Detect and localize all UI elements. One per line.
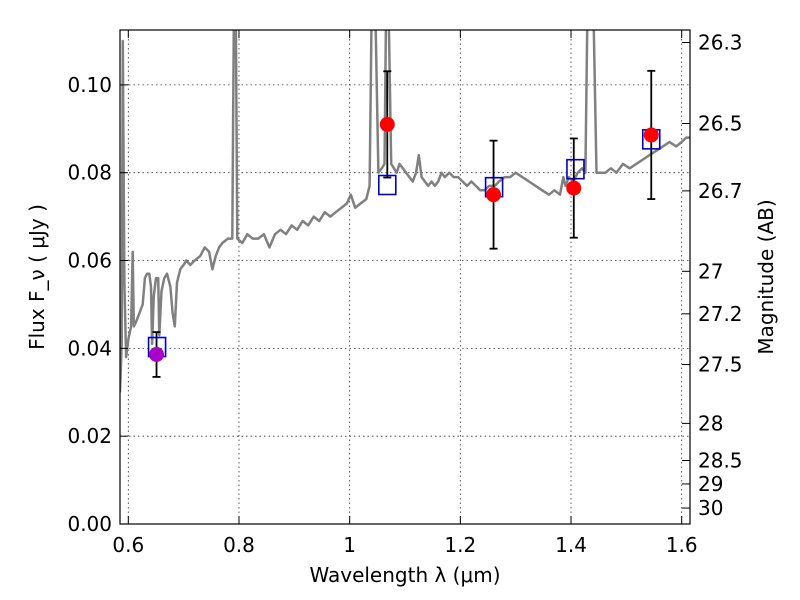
x-tick-label: 0.8 (223, 533, 255, 557)
photometry-layer (147, 69, 661, 378)
x-axis-label: Wavelength λ (μm) (309, 563, 500, 587)
x-tick-label: 1 (343, 533, 356, 557)
right-tick-label: 26.7 (698, 179, 743, 203)
x-tick-label: 1.2 (444, 533, 476, 557)
right-tick-label: 28 (698, 411, 723, 435)
right-tick-label: 27.5 (698, 353, 743, 377)
observed-flux-point (566, 180, 582, 196)
observed-flux-point (379, 116, 395, 132)
right-tick-label: 26.5 (698, 112, 743, 136)
observed-flux-point (149, 347, 165, 363)
model-spectrum-layer (120, 30, 690, 393)
y-tick-label: 0.04 (67, 336, 112, 360)
right-tick-label: 30 (698, 496, 723, 520)
grid (120, 30, 690, 525)
right-tick-label: 27 (698, 259, 723, 283)
y-axis-label: Flux F_ν ( μJy ) (25, 204, 49, 350)
y-tick-label: 0.06 (67, 249, 112, 273)
right-tick-label: 26.3 (698, 30, 743, 54)
observed-flux-point (643, 127, 659, 143)
right-tick-label: 27.2 (698, 302, 743, 326)
model-flux-box (377, 174, 397, 196)
right-axis-label: Magnitude (AB) (754, 199, 778, 354)
right-tick-label: 29 (698, 472, 723, 496)
observed-flux-point (486, 187, 502, 203)
y-tick-label: 0.10 (67, 73, 112, 97)
ticks (120, 30, 690, 525)
y-tick-label: 0.08 (67, 161, 112, 185)
x-tick-label: 1.4 (555, 533, 587, 557)
x-tick-label: 1.6 (666, 533, 698, 557)
y-axis-label-text: Flux F_ν ( μJy ) (25, 204, 49, 350)
model-spectrum-line (120, 30, 690, 393)
model-flux-box (566, 158, 585, 180)
tick-labels: 0.6 0.8 1 1.2 1.4 1.6 0.00 0.02 0.04 0.06 0.08 0.10… (67, 30, 742, 557)
y-tick-label: 0.00 (67, 512, 112, 536)
plot-frame (119, 29, 691, 525)
y-tick-label: 0.02 (67, 424, 112, 448)
right-tick-label: 28.5 (698, 449, 743, 473)
x-tick-label: 0.6 (112, 533, 144, 557)
